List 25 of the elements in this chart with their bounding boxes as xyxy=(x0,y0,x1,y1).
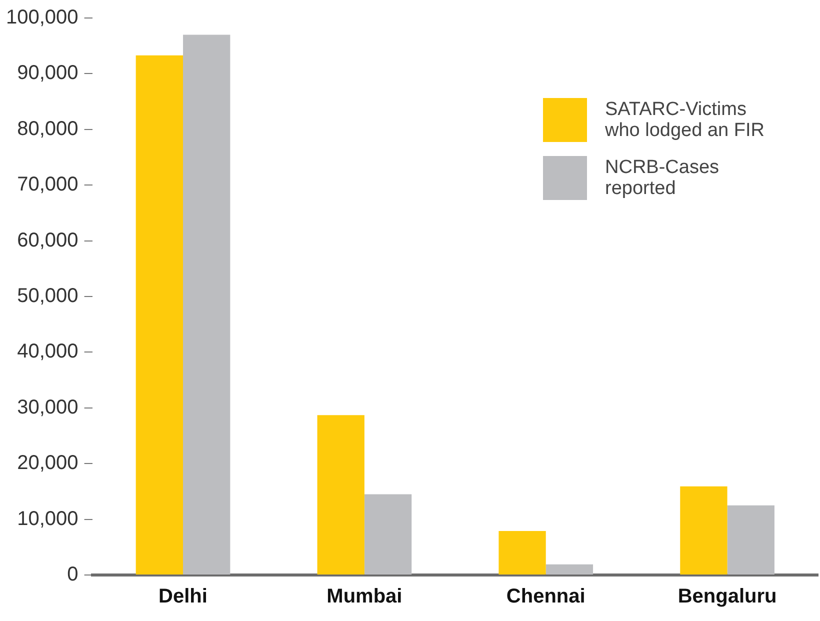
bar xyxy=(498,530,546,574)
y-tick-label: 10,000 xyxy=(17,508,78,530)
x-tick-label: Bengaluru xyxy=(678,586,777,608)
y-tick-label: 50,000 xyxy=(17,285,78,308)
x-tick-label: Delhi xyxy=(158,586,208,608)
y-tick-label: 100,000 xyxy=(6,6,78,29)
legend-label: NCRB-Cases reported xyxy=(605,157,720,199)
bar xyxy=(727,505,774,574)
legend-label: SATARC-Victims who lodged an FIR xyxy=(605,99,766,141)
bar xyxy=(317,415,364,574)
bar xyxy=(364,494,412,574)
y-tick-label: 30,000 xyxy=(17,396,78,418)
x-tick-label: Mumbai xyxy=(326,586,402,608)
x-tick-label: Chennai xyxy=(506,586,586,608)
y-tick-label: 80,000 xyxy=(17,118,78,140)
bar xyxy=(546,564,594,574)
y-tick-label: 20,000 xyxy=(17,452,78,474)
y-tick-label: 0 xyxy=(67,564,78,586)
bar xyxy=(136,55,184,574)
bar xyxy=(680,486,728,574)
bar xyxy=(183,34,230,574)
y-tick-label: 90,000 xyxy=(17,62,78,84)
y-tick-label: 70,000 xyxy=(17,174,78,196)
y-tick-label: 60,000 xyxy=(17,229,78,252)
y-tick-label: 40,000 xyxy=(17,340,78,363)
